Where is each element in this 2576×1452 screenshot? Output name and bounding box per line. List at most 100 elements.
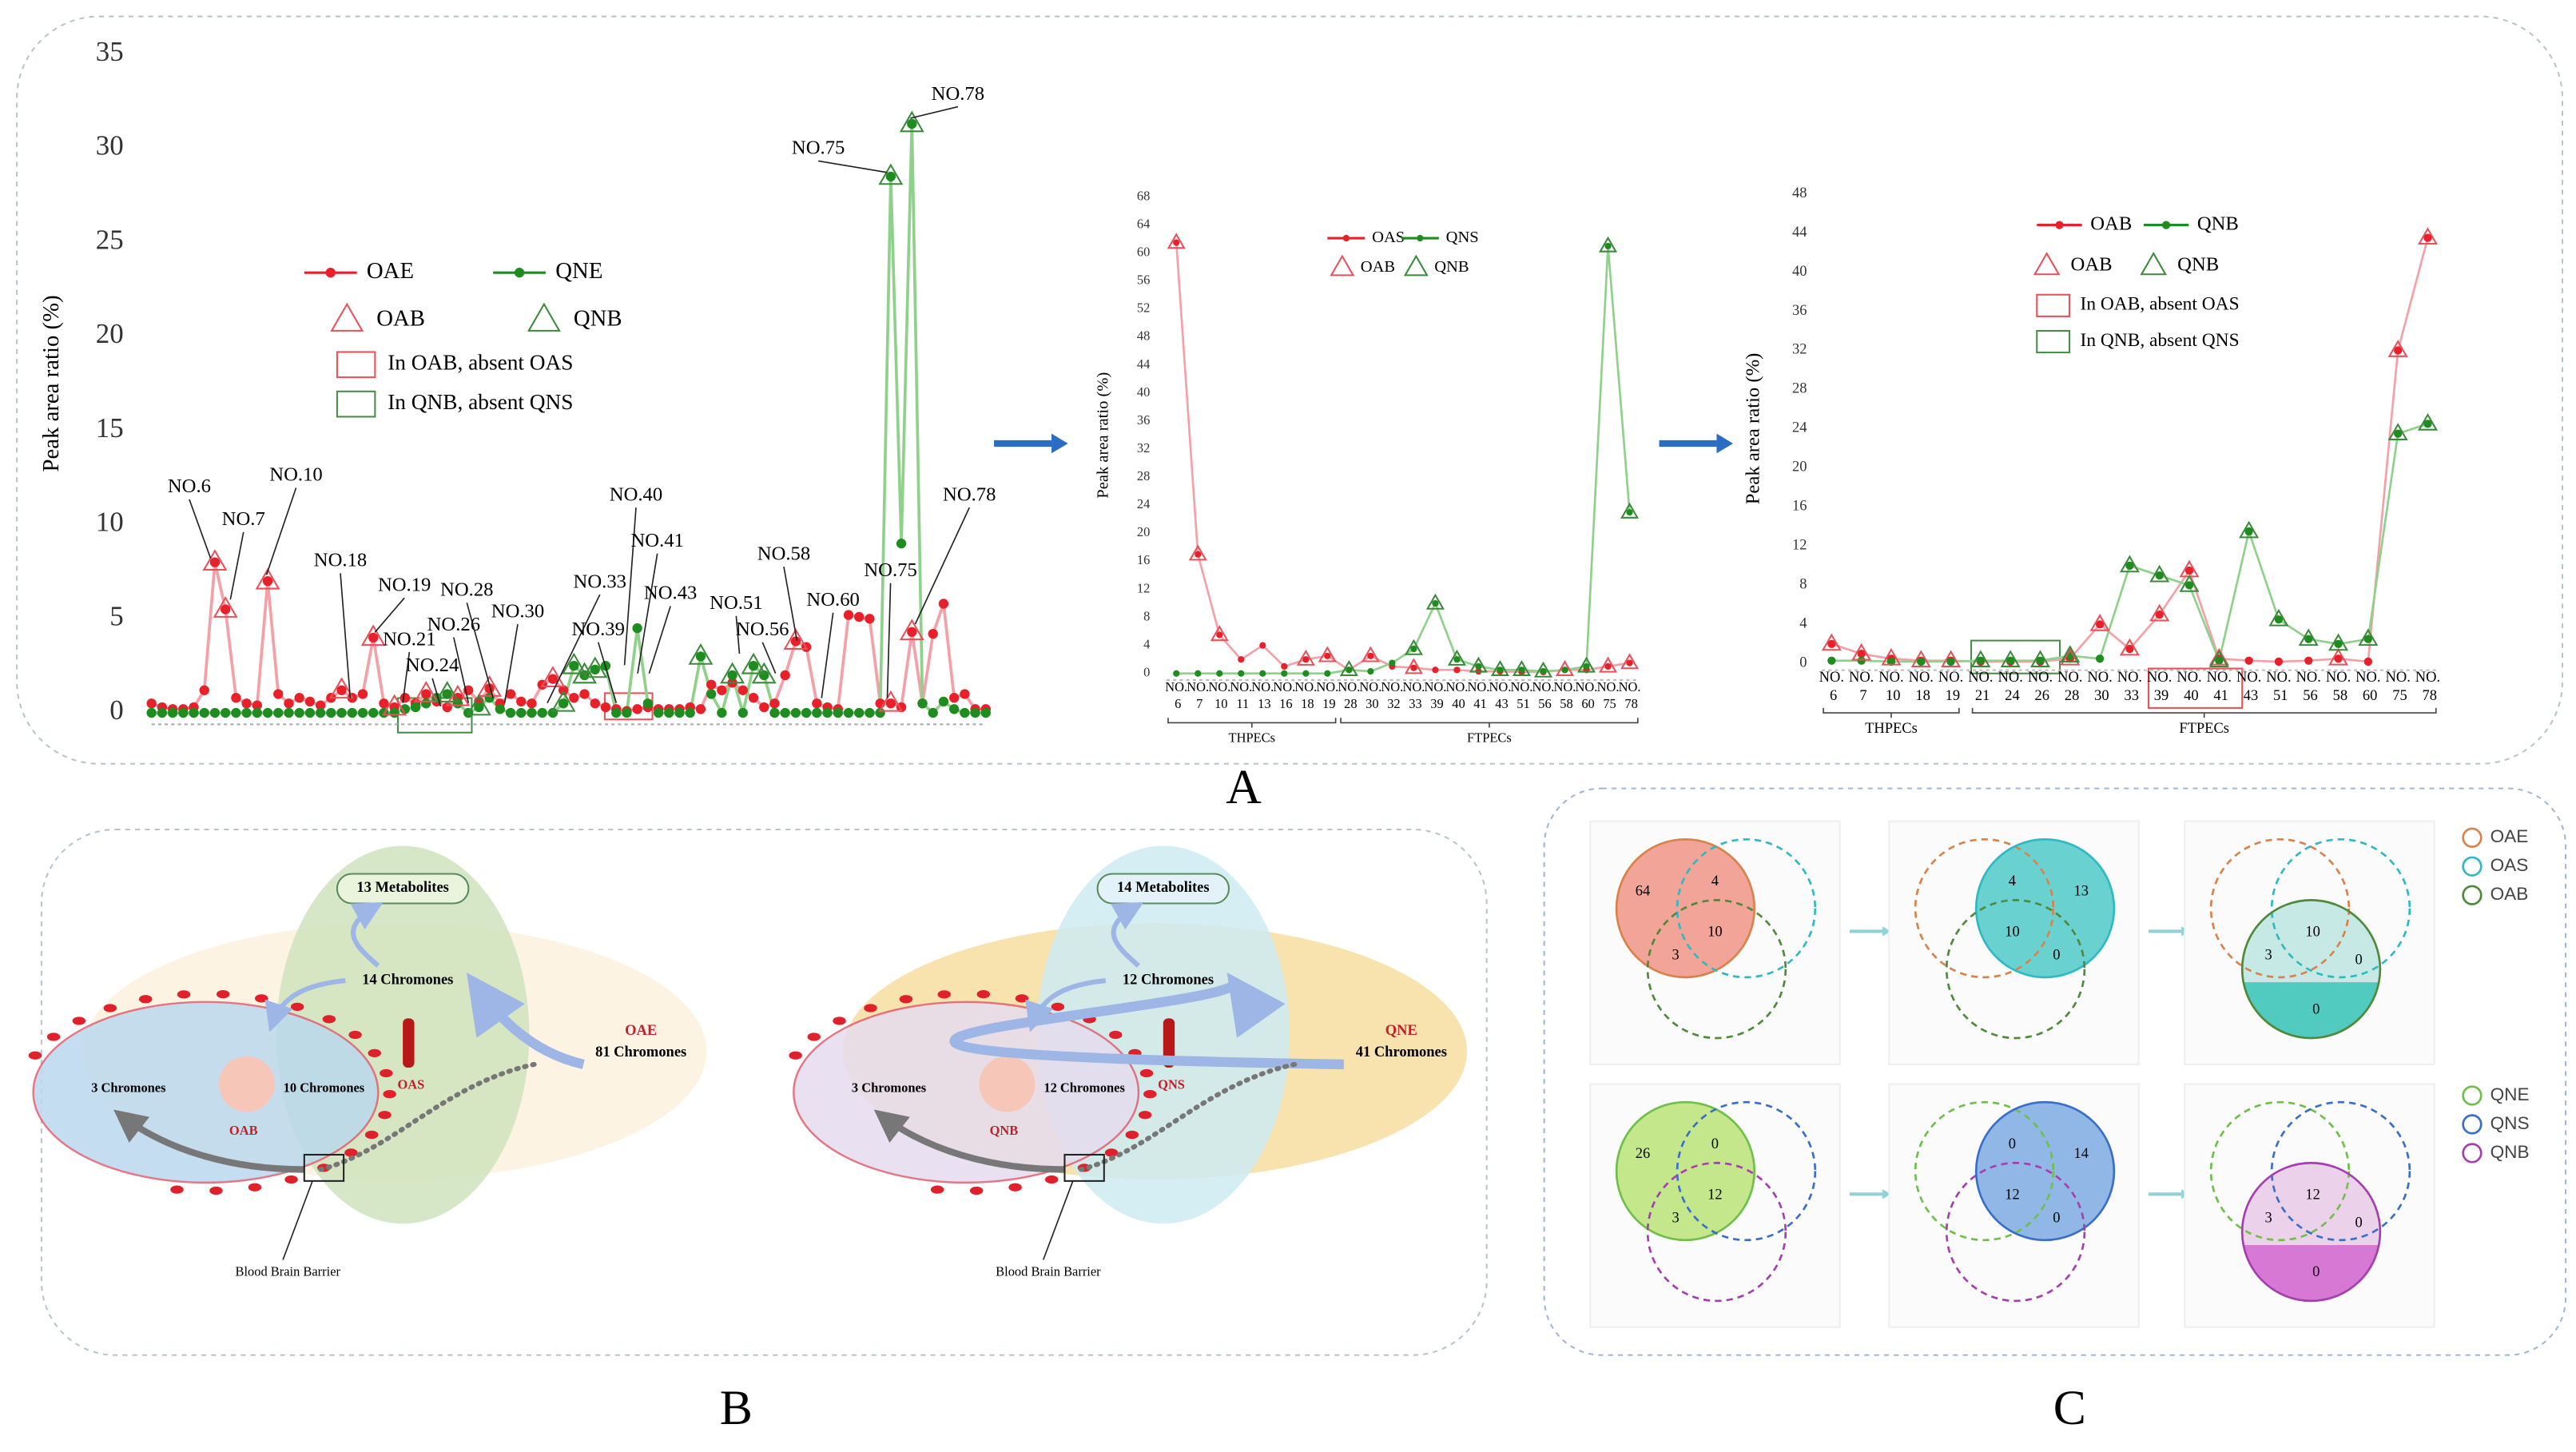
legend-label: In QNB, absent QNS (2081, 330, 2240, 351)
x-tick-label: NO. 56 (2296, 669, 2321, 703)
data-point (801, 707, 812, 718)
data-point (695, 651, 706, 662)
data-point (1475, 662, 1482, 670)
triangle-marker (329, 677, 354, 699)
data-point (537, 707, 547, 718)
y-tick-label: 52 (1137, 300, 1150, 316)
serum-tube (403, 1018, 415, 1068)
triangle-marker (213, 596, 238, 618)
diagram-label: Blood Brain Barrier (996, 1264, 1101, 1279)
annotation: NO.6 (168, 475, 211, 497)
barrier-cell (216, 989, 230, 999)
legend-label: OAB (2491, 884, 2529, 904)
triangle-marker (1970, 650, 1991, 668)
annotation-leader (374, 597, 405, 633)
data-point (948, 704, 960, 714)
data-point (146, 698, 157, 709)
data-point (727, 670, 737, 681)
venn-arrow-head (1882, 1189, 1891, 1199)
diagram-label: 3 Chromones (852, 1080, 926, 1096)
data-point (2036, 656, 2045, 665)
y-tick-label: 25 (96, 224, 124, 255)
triangle-marker (1512, 660, 1531, 677)
barrier-cell (290, 1002, 304, 1012)
data-point (865, 614, 875, 624)
group-bracket (1167, 718, 1337, 728)
y-tick-label: 24 (1137, 496, 1150, 511)
data-point (368, 632, 379, 643)
legend-dot (2055, 221, 2064, 229)
data-point (2125, 644, 2134, 654)
panel-label: A (1226, 760, 1262, 814)
y-tick-label: 24 (1792, 420, 1807, 436)
data-point (199, 707, 209, 718)
venn-count: 10 (2005, 924, 2019, 940)
data-point (1238, 656, 1245, 663)
diagram-label: 14 Metabolites (1117, 879, 1210, 895)
flow-arrow (264, 978, 346, 1032)
data-point (2363, 635, 2372, 643)
data-point (220, 707, 231, 718)
diagram-label: Blood Brain Barrier (236, 1264, 341, 1279)
data-point (1259, 670, 1266, 677)
venn-circle (1615, 837, 1756, 979)
data-point (632, 623, 642, 634)
legend-triangle (1330, 254, 1355, 276)
legend-label: OAB (1361, 258, 1395, 276)
barrier-leader (282, 1180, 313, 1260)
data-point (1497, 666, 1504, 674)
venn-count: 10 (1707, 924, 1722, 940)
data-point (421, 689, 431, 699)
annotation-leader (340, 573, 352, 698)
barrier-cell (864, 1004, 877, 1012)
data-point (2274, 615, 2284, 624)
venn-count: 3 (2264, 947, 2272, 963)
triangle-marker (466, 694, 491, 716)
data-point (748, 693, 759, 703)
venn-circle (1646, 899, 1787, 1040)
venn-circle (2209, 1100, 2351, 1242)
data-point (706, 689, 717, 699)
data-point (2423, 420, 2432, 428)
data-point (315, 707, 326, 718)
y-tick-label: 4 (1143, 636, 1150, 651)
venn-count: 4 (2009, 873, 2016, 889)
data-point (1827, 656, 1836, 665)
legend-box (2036, 293, 2071, 317)
triangle-marker (1941, 650, 1962, 668)
triangle-marker (1910, 650, 1931, 668)
triangle-marker (1296, 649, 1315, 666)
annotation: NO.75 (792, 137, 845, 159)
triangle-marker (1425, 593, 1445, 610)
annotation-leader (189, 499, 212, 559)
data-point (2304, 635, 2313, 643)
barrier-cell (46, 1032, 61, 1041)
data-point (1432, 666, 1439, 674)
data-point (2304, 656, 2313, 665)
x-tick-label: NO. 51 (2266, 669, 2291, 703)
brain-icon (979, 1056, 1036, 1112)
venn-circle (1676, 837, 1817, 979)
data-point (2394, 429, 2403, 438)
legend-label: QNB (2197, 213, 2239, 234)
triangle-marker (1620, 653, 1640, 670)
metabolites-box (336, 873, 470, 905)
triangle-marker (2029, 650, 2051, 668)
barrier-cell (1143, 1090, 1157, 1099)
annotation-leader (431, 678, 442, 707)
barrier-cell (344, 1148, 358, 1157)
legend-triangle (2140, 252, 2168, 276)
data-point (2095, 620, 2105, 629)
x-tick-label: NO. 32 (1381, 679, 1403, 711)
data-point (1604, 242, 1612, 250)
annotation: NO.78 (943, 483, 996, 505)
gray-arrow (873, 1109, 1065, 1173)
venn-circle (1646, 1161, 1787, 1303)
x-tick-label: NO. 75 (2385, 669, 2410, 703)
metabolites-box (1096, 873, 1230, 905)
x-tick-label: NO. 10 (1878, 669, 1903, 703)
annotation: NO.58 (757, 543, 810, 564)
y-tick-label: 32 (1792, 341, 1807, 357)
data-point (410, 702, 421, 713)
